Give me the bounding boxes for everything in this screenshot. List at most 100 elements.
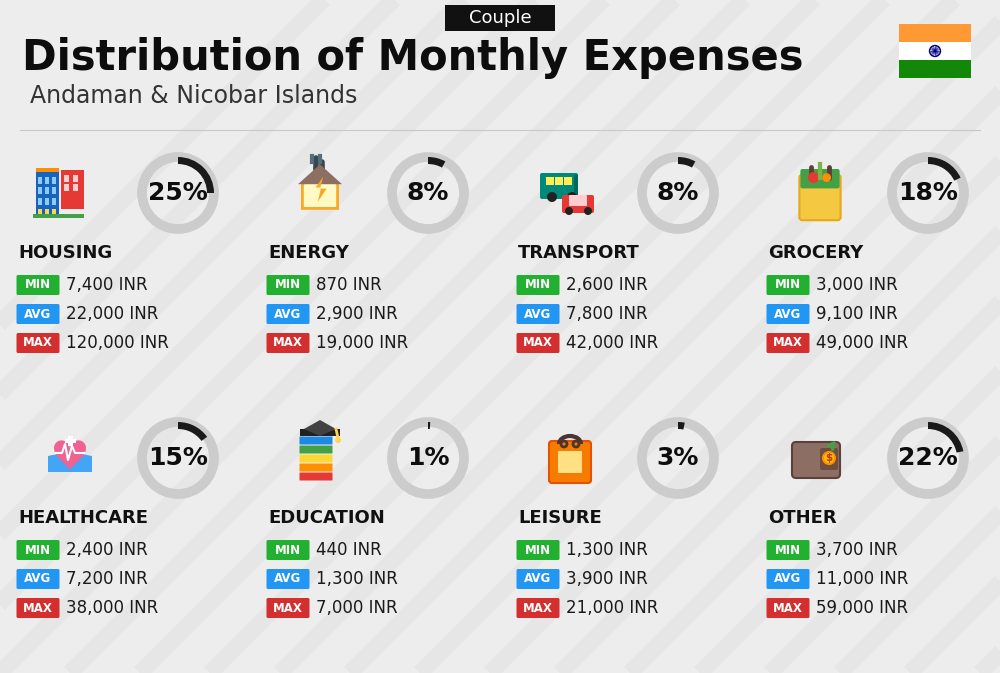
Text: AVG: AVG [774, 573, 802, 586]
FancyBboxPatch shape [52, 198, 56, 205]
FancyBboxPatch shape [564, 177, 572, 185]
FancyBboxPatch shape [52, 177, 56, 184]
Text: AVG: AVG [274, 308, 302, 320]
FancyBboxPatch shape [792, 442, 840, 478]
Text: Andaman & Nicobar Islands: Andaman & Nicobar Islands [30, 84, 357, 108]
FancyBboxPatch shape [266, 598, 310, 618]
Text: 25%: 25% [148, 181, 208, 205]
Text: 42,000 INR: 42,000 INR [566, 334, 658, 352]
FancyBboxPatch shape [569, 195, 587, 206]
FancyBboxPatch shape [68, 436, 73, 446]
Wedge shape [428, 422, 430, 429]
FancyBboxPatch shape [300, 464, 332, 472]
Circle shape [808, 172, 819, 183]
Text: GROCERY: GROCERY [768, 244, 863, 262]
Text: 15%: 15% [148, 446, 208, 470]
FancyBboxPatch shape [300, 472, 332, 481]
FancyBboxPatch shape [549, 441, 591, 483]
Circle shape [822, 173, 831, 182]
Text: 1,300 INR: 1,300 INR [566, 541, 648, 559]
Wedge shape [428, 157, 445, 168]
FancyBboxPatch shape [555, 177, 563, 185]
FancyBboxPatch shape [45, 187, 49, 194]
Text: 49,000 INR: 49,000 INR [816, 334, 908, 352]
Text: 3,000 INR: 3,000 INR [816, 276, 898, 294]
Polygon shape [54, 440, 86, 470]
FancyBboxPatch shape [45, 209, 49, 216]
FancyBboxPatch shape [767, 333, 810, 353]
Text: MIN: MIN [25, 279, 51, 291]
Wedge shape [678, 422, 685, 429]
FancyBboxPatch shape [546, 177, 554, 185]
Wedge shape [178, 157, 214, 193]
Text: MIN: MIN [775, 544, 801, 557]
Text: 1%: 1% [407, 446, 449, 470]
FancyBboxPatch shape [516, 569, 560, 589]
FancyBboxPatch shape [767, 540, 810, 560]
Text: 7,400 INR: 7,400 INR [66, 276, 148, 294]
Text: AVG: AVG [524, 308, 552, 320]
FancyBboxPatch shape [73, 174, 78, 182]
FancyBboxPatch shape [38, 177, 42, 184]
Text: MAX: MAX [773, 336, 803, 349]
Text: 870 INR: 870 INR [316, 276, 382, 294]
FancyBboxPatch shape [899, 24, 971, 42]
FancyBboxPatch shape [16, 569, 60, 589]
Text: AVG: AVG [24, 573, 52, 586]
FancyBboxPatch shape [16, 275, 60, 295]
Polygon shape [316, 176, 327, 202]
Polygon shape [298, 164, 342, 184]
Text: 2,400 INR: 2,400 INR [66, 541, 148, 559]
Text: MIN: MIN [275, 279, 301, 291]
Text: EDUCATION: EDUCATION [268, 509, 385, 527]
Text: TRANSPORT: TRANSPORT [518, 244, 640, 262]
Text: MIN: MIN [775, 279, 801, 291]
Text: ENERGY: ENERGY [268, 244, 349, 262]
Text: MAX: MAX [273, 602, 303, 614]
Circle shape [547, 192, 557, 202]
FancyBboxPatch shape [800, 169, 840, 188]
Circle shape [584, 207, 592, 215]
FancyBboxPatch shape [300, 446, 332, 454]
FancyBboxPatch shape [36, 168, 58, 172]
Text: 22%: 22% [898, 446, 958, 470]
Circle shape [335, 437, 341, 443]
Text: MAX: MAX [523, 602, 553, 614]
Text: $: $ [825, 453, 833, 463]
Text: LEISURE: LEISURE [518, 509, 602, 527]
FancyBboxPatch shape [64, 184, 69, 190]
FancyBboxPatch shape [38, 187, 42, 194]
Text: MIN: MIN [275, 544, 301, 557]
Circle shape [573, 441, 579, 447]
Wedge shape [928, 157, 961, 180]
FancyBboxPatch shape [516, 304, 560, 324]
Text: Distribution of Monthly Expenses: Distribution of Monthly Expenses [22, 37, 804, 79]
FancyBboxPatch shape [516, 275, 560, 295]
Text: 7,000 INR: 7,000 INR [316, 599, 398, 617]
FancyBboxPatch shape [516, 540, 560, 560]
Text: MAX: MAX [23, 602, 53, 614]
FancyBboxPatch shape [899, 60, 971, 78]
FancyBboxPatch shape [767, 598, 810, 618]
Text: 38,000 INR: 38,000 INR [66, 599, 158, 617]
FancyBboxPatch shape [16, 598, 60, 618]
FancyBboxPatch shape [540, 173, 578, 199]
Text: 7,200 INR: 7,200 INR [66, 570, 148, 588]
Text: 9,100 INR: 9,100 INR [816, 305, 898, 323]
Text: HOUSING: HOUSING [18, 244, 112, 262]
Text: HEALTHCARE: HEALTHCARE [18, 509, 148, 527]
FancyBboxPatch shape [52, 187, 56, 194]
Text: 11,000 INR: 11,000 INR [816, 570, 908, 588]
Text: 440 INR: 440 INR [316, 541, 382, 559]
Polygon shape [304, 420, 336, 436]
Text: 3%: 3% [657, 446, 699, 470]
FancyBboxPatch shape [33, 214, 84, 218]
Text: 8%: 8% [407, 181, 449, 205]
Text: 3,700 INR: 3,700 INR [816, 541, 898, 559]
Wedge shape [178, 422, 207, 441]
FancyBboxPatch shape [45, 198, 49, 205]
Text: 1,300 INR: 1,300 INR [316, 570, 398, 588]
Wedge shape [928, 422, 963, 452]
Text: MAX: MAX [523, 336, 553, 349]
FancyBboxPatch shape [300, 454, 332, 462]
